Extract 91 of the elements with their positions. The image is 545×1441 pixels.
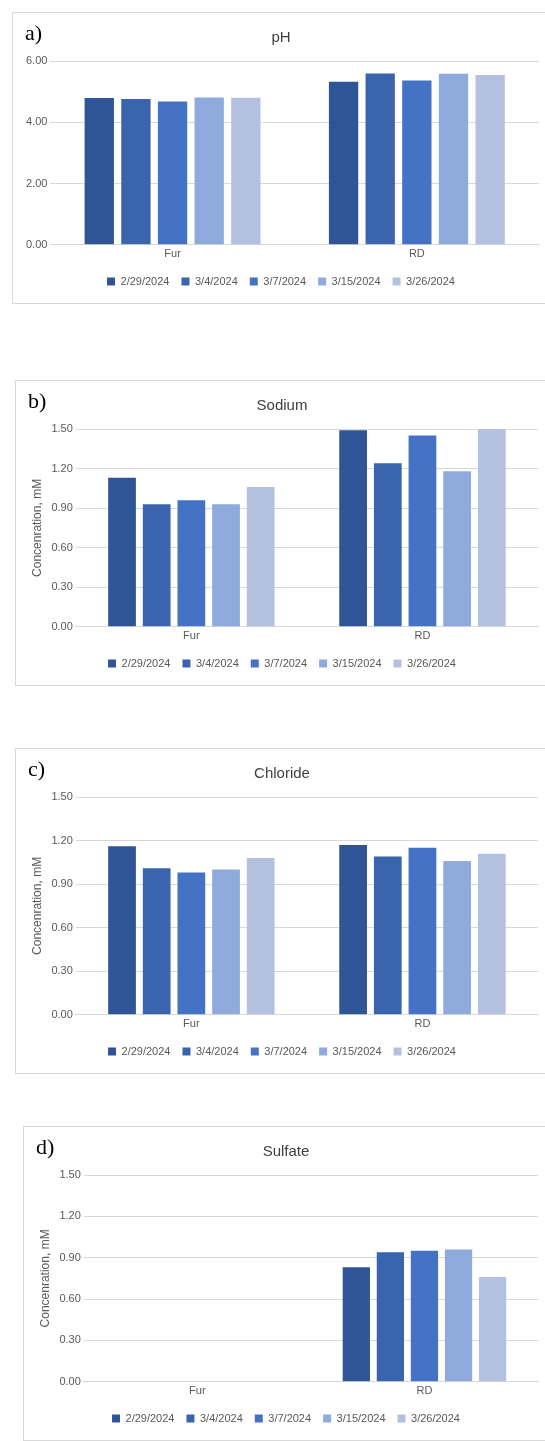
bar — [328, 81, 359, 245]
bar — [246, 487, 275, 627]
bar — [231, 97, 261, 245]
bar — [157, 101, 188, 245]
legend-label: 3/15/2024 — [331, 274, 381, 287]
y-tick-label: 0.60 — [59, 1292, 81, 1305]
bar — [246, 857, 275, 1015]
y-tick-label: 0.90 — [59, 1250, 81, 1263]
legend-label: 3/26/2024 — [407, 1044, 456, 1057]
x-tick-label: Fur — [183, 1017, 200, 1030]
y-tick-label: 0.90 — [51, 877, 73, 890]
bar — [177, 500, 206, 627]
text: d) — [36, 1133, 55, 1159]
chart-title: Sulfate — [262, 1142, 310, 1160]
bar — [177, 872, 206, 1015]
x-tick-label: Fur — [189, 1384, 206, 1397]
y-tick-label: 2.00 — [25, 176, 48, 189]
y-tick-label: 1.50 — [51, 790, 73, 803]
y-tick-label: 6.00 — [25, 54, 48, 67]
text: b) — [28, 387, 47, 413]
legend-label: 2/29/2024 — [121, 1044, 171, 1057]
y-tick-label: 0.30 — [51, 580, 73, 593]
x-tick-label: Fur — [164, 247, 182, 260]
legend-label: 3/4/2024 — [195, 656, 239, 669]
bar — [475, 75, 505, 245]
bar — [438, 73, 469, 245]
bar — [339, 844, 367, 1015]
bar — [373, 856, 402, 1015]
legend-label: 3/15/2024 — [332, 1044, 382, 1057]
y-tick-label: 4.00 — [25, 115, 48, 128]
bar — [339, 430, 367, 627]
text: c) — [28, 755, 46, 781]
bar — [212, 504, 240, 627]
bar — [121, 98, 151, 245]
y-tick-label: 0.60 — [51, 540, 73, 553]
y-axis-title: Concenration, mM — [29, 478, 44, 577]
bar — [408, 847, 437, 1015]
legend-label: 3/7/2024 — [263, 274, 307, 287]
y-tick-label: 1.20 — [51, 461, 73, 474]
y-tick-label: 1.50 — [59, 1168, 81, 1181]
y-tick-label: 0.60 — [51, 920, 73, 933]
bar — [84, 98, 114, 245]
legend-label: 2/29/2024 — [125, 1411, 175, 1424]
legend-label: 3/15/2024 — [332, 656, 382, 669]
y-axis-title: Concenration, mM — [37, 1229, 52, 1328]
legend-label: 3/7/2024 — [264, 656, 308, 669]
x-tick-label: RD — [408, 247, 425, 260]
y-tick-label: 0.30 — [51, 964, 73, 977]
bar — [108, 477, 136, 627]
legend-label: 2/29/2024 — [121, 656, 171, 669]
bar — [365, 73, 395, 245]
legend-label: 3/7/2024 — [268, 1411, 312, 1424]
y-tick-label: 0.90 — [51, 501, 73, 514]
bar — [477, 853, 506, 1015]
x-tick-label: RD — [414, 629, 431, 642]
bar — [108, 846, 136, 1015]
legend-label: 3/4/2024 — [199, 1411, 243, 1424]
legend-label: 3/4/2024 — [194, 274, 238, 287]
text: a) — [25, 19, 43, 45]
y-tick-label: 1.50 — [51, 422, 73, 435]
legend-label: 3/26/2024 — [411, 1411, 460, 1424]
bar — [194, 97, 224, 245]
bar — [408, 435, 437, 627]
chart-title: Sodium — [256, 396, 308, 414]
y-tick-label: 0.30 — [59, 1333, 81, 1346]
chart-title: Chloride — [254, 764, 310, 782]
bar — [142, 868, 171, 1015]
legend-label: 3/4/2024 — [195, 1044, 239, 1057]
legend-label: 3/7/2024 — [264, 1044, 308, 1057]
x-tick-label: RD — [414, 1017, 431, 1030]
x-tick-label: RD — [416, 1384, 433, 1397]
y-tick-label: 1.20 — [59, 1209, 81, 1222]
legend-label: 3/26/2024 — [406, 274, 455, 287]
y-tick-label: 0.00 — [51, 619, 73, 632]
bar — [142, 504, 171, 627]
legend-label: 3/26/2024 — [407, 656, 456, 669]
y-tick-label: 0.00 — [59, 1374, 81, 1387]
bar — [443, 471, 471, 627]
legend-label: 3/15/2024 — [336, 1411, 386, 1424]
chart-title: pH — [271, 28, 291, 46]
y-tick-label: 0.00 — [51, 1007, 73, 1020]
x-tick-label: Fur — [183, 629, 200, 642]
bar — [402, 80, 432, 245]
bar — [373, 463, 402, 627]
bar — [477, 429, 506, 627]
bar — [443, 860, 471, 1015]
legend-label: 2/29/2024 — [120, 274, 170, 287]
y-tick-label: 0.00 — [25, 237, 48, 250]
y-axis-title: Concenration, mM — [29, 856, 44, 955]
y-tick-label: 1.20 — [51, 833, 73, 846]
bar — [212, 869, 240, 1015]
